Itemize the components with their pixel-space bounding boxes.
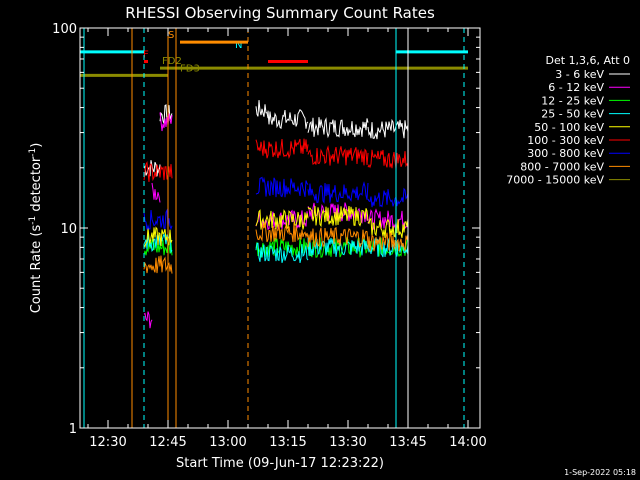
series-100-300-keV-segment-3 bbox=[367, 149, 409, 170]
timestamp: 1-Sep-2022 05:18 bbox=[564, 468, 636, 477]
series-300-800-keV-segment-3 bbox=[367, 187, 409, 208]
series-100-300-keV-segment-0 bbox=[143, 161, 173, 182]
y-tick-label-1: 1 bbox=[69, 422, 77, 437]
legend-entry-7000-15000-keV: 7000 - 15000 keV bbox=[506, 174, 604, 187]
flag-label-FD2: FD2 bbox=[162, 56, 182, 67]
y-axis-label-end: ) bbox=[29, 143, 44, 148]
series-6-12-keV-segment-2 bbox=[159, 112, 173, 132]
series-6-12-keV-segment-1 bbox=[151, 182, 161, 203]
x-tick-label-13:15: 13:15 bbox=[269, 435, 306, 450]
series-800-7000-keV-segment-0 bbox=[143, 255, 173, 274]
x-tick-label-14:00: 14:00 bbox=[449, 435, 486, 450]
legend-entry-50-100-keV: 50 - 100 keV bbox=[534, 121, 604, 134]
y-axis-label-mid: detector bbox=[29, 156, 44, 216]
chart-title: RHESSI Observing Summary Count Rates bbox=[125, 4, 435, 22]
flag-label-SAA: N bbox=[235, 40, 242, 51]
y-axis-label-sup1: -1 bbox=[28, 216, 38, 225]
y-axis-label: Count Rate (s-1 detector-1) bbox=[28, 143, 44, 314]
flag-label-Flare: F bbox=[143, 49, 149, 60]
series-3-6-keV-segment-4 bbox=[307, 117, 369, 139]
series-100-300-keV-segment-2 bbox=[307, 145, 369, 166]
series-3-6-keV-segment-3 bbox=[267, 109, 309, 130]
x-tick-label-13:45: 13:45 bbox=[389, 435, 426, 450]
flag-label-Sunlight: S bbox=[168, 30, 174, 41]
legend-entry-100-300-keV: 100 - 300 keV bbox=[527, 134, 604, 147]
series-800-7000-keV-segment-1 bbox=[255, 222, 309, 243]
x-axis-label: Start Time (09-Jun-17 12:23:22) bbox=[176, 456, 384, 471]
flag-label-FD3: FD3 bbox=[180, 63, 200, 74]
axis-ticks-layer: 1 10 100 12:30 12:45 13:00 13:15 13:30 13:45 14:0… bbox=[52, 22, 487, 450]
x-tick-label-13:30: 13:30 bbox=[329, 435, 366, 450]
legend-entry-300-800-keV: 300 - 800 keV bbox=[527, 147, 604, 160]
series-300-800-keV-segment-2 bbox=[307, 181, 369, 204]
y-tick-label-10: 10 bbox=[60, 222, 77, 237]
x-tick-label-12:30: 12:30 bbox=[89, 435, 126, 450]
series-50-100-keV-segment-3 bbox=[367, 217, 409, 239]
series-800-7000-keV-segment-3 bbox=[367, 232, 409, 252]
series-50-100-keV-segment-0 bbox=[143, 226, 173, 249]
x-tick-label-13:00: 13:00 bbox=[209, 435, 246, 450]
y-axis-label-sup2: -1 bbox=[28, 148, 38, 157]
legend-entry-3-6-keV: 3 - 6 keV bbox=[555, 68, 604, 81]
legend-entry-25-50-keV: 25 - 50 keV bbox=[541, 108, 604, 121]
series-25-50-keV-segment-1 bbox=[255, 242, 309, 264]
series-6-12-keV-segment-5 bbox=[367, 208, 409, 230]
series-12-25-keV-segment-1 bbox=[255, 235, 409, 258]
series-300-800-keV-segment-0 bbox=[143, 208, 173, 231]
x-tick-label-12:45: 12:45 bbox=[149, 435, 186, 450]
y-axis-label-main: Count Rate (s bbox=[29, 225, 44, 314]
series-100-300-keV-segment-1 bbox=[255, 138, 309, 159]
legend-entry-800-7000-keV: 800 - 7000 keV bbox=[520, 160, 604, 173]
data-layer bbox=[143, 100, 409, 329]
legend-entry-6-12-keV: 6 - 12 keV bbox=[548, 81, 604, 94]
legend-title: Det 1,3,6, Att 0 bbox=[546, 54, 630, 67]
series-800-7000-keV-segment-2 bbox=[307, 226, 369, 248]
series-3-6-keV-segment-5 bbox=[367, 118, 409, 140]
series-300-800-keV-segment-1 bbox=[255, 176, 309, 198]
legend-entry-12-25-keV: 12 - 25 keV bbox=[541, 94, 604, 107]
series-50-100-keV-segment-2 bbox=[307, 205, 369, 228]
y-tick-label-100: 100 bbox=[52, 22, 77, 37]
series-6-12-keV-segment-0 bbox=[143, 311, 153, 329]
series-3-6-keV-segment-2 bbox=[255, 100, 269, 119]
